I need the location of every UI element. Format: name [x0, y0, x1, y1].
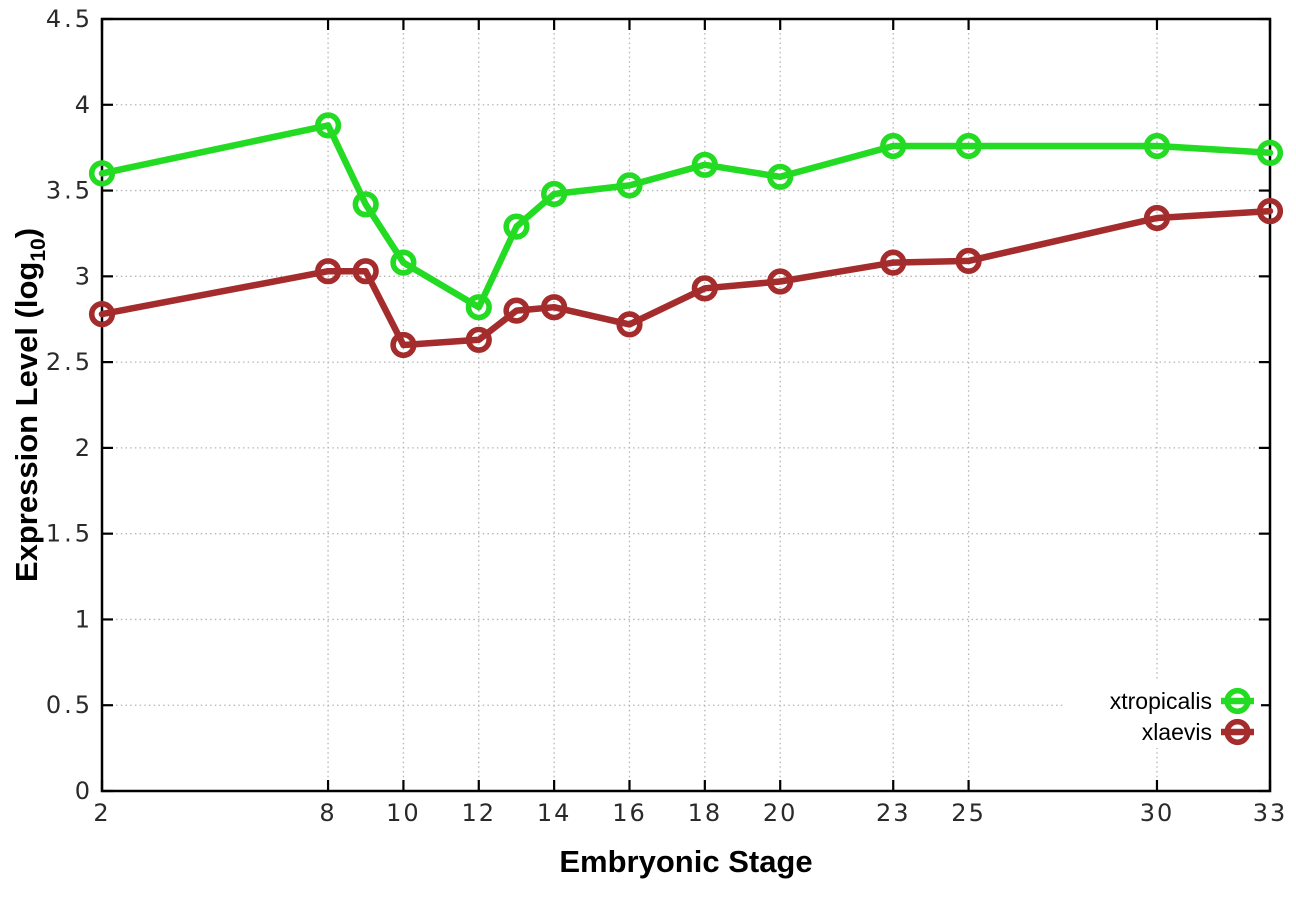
x-tick-label: 12: [462, 799, 497, 827]
point-xlaevis-16: [616, 311, 643, 338]
point-xtropicalis-2: [88, 160, 116, 187]
point-xlaevis-23: [880, 249, 907, 276]
series-xlaevis: [88, 198, 1284, 359]
point-xlaevis-8: [315, 258, 342, 285]
x-tick-label: 25: [951, 799, 986, 827]
x-tick-label: 23: [876, 799, 911, 827]
y-tick-label: 0.5: [46, 691, 93, 719]
point-xlaevis-20: [767, 268, 794, 295]
x-tick-label: 30: [1140, 799, 1175, 827]
point-xlaevis-2: [88, 301, 116, 328]
x-tick-label: 33: [1253, 799, 1288, 827]
x-tick-label: 14: [537, 799, 572, 827]
y-axis-title: Expression Level (log10): [9, 228, 50, 582]
legend: xtropicalis xlaevis: [1064, 681, 1261, 748]
x-tick-label: 20: [763, 799, 798, 827]
legend-label-xlaevis: xlaevis: [1142, 719, 1212, 745]
point-xtropicalis-8: [315, 112, 342, 139]
point-xlaevis-10: [390, 331, 417, 359]
x-tick-label: 16: [612, 799, 647, 827]
y-tick-label: 3: [75, 262, 93, 290]
x-tick-label: 2: [93, 799, 110, 827]
point-xtropicalis-13: [503, 213, 530, 240]
legend-label-xtropicalis: xtropicalis: [1110, 688, 1212, 714]
y-axis-title-sub: 10: [27, 238, 50, 261]
point-xtropicalis-16: [616, 172, 643, 199]
legend-marker-xlaevis-icon: [1224, 718, 1251, 746]
point-xtropicalis-25: [955, 132, 982, 160]
point-xlaevis-13: [503, 297, 530, 324]
y-tick-label: 0: [75, 777, 93, 805]
x-tick-label: 18: [688, 799, 723, 827]
point-xtropicalis-30: [1143, 132, 1171, 160]
x-tick-label: 10: [386, 799, 421, 827]
y-tick-label: 2: [75, 434, 93, 462]
point-xlaevis-18: [691, 275, 718, 302]
point-xtropicalis-14: [540, 180, 568, 208]
point-xlaevis-14: [540, 294, 568, 321]
x-tick-label: 8: [319, 799, 336, 827]
point-xlaevis-12: [465, 326, 492, 353]
y-tick-label: 3.5: [46, 177, 93, 205]
x-axis-title: Embryonic Stage: [559, 844, 812, 879]
y-axis-title-close: ): [9, 228, 44, 238]
series-xtropicalis: [88, 112, 1284, 321]
point-xtropicalis-18: [691, 151, 718, 178]
legend-marker-xtropicalis-icon: [1224, 687, 1251, 715]
y-tick-label: 2.5: [46, 348, 93, 376]
y-axis-title-main: Expression Level (log: [9, 262, 44, 582]
point-xtropicalis-20: [767, 163, 794, 190]
y-tick-label: 1.5: [46, 520, 93, 548]
point-xlaevis-9: [352, 258, 379, 285]
point-xlaevis-25: [955, 247, 982, 274]
plot-border: [100, 17, 1272, 793]
y-tick-label: 4: [75, 91, 93, 119]
point-xtropicalis-12: [465, 294, 492, 321]
y-tick-label: 1: [75, 605, 93, 633]
point-xtropicalis-9: [352, 191, 379, 218]
point-xlaevis-30: [1143, 204, 1171, 232]
point-xlaevis-33: [1256, 198, 1284, 225]
point-xtropicalis-10: [390, 249, 417, 276]
point-xtropicalis-23: [880, 132, 907, 160]
series-line-xlaevis: [98, 207, 1274, 349]
y-tick-label: 4.5: [46, 5, 93, 33]
point-xtropicalis-33: [1256, 139, 1284, 166]
gridlines: [102, 19, 1270, 791]
